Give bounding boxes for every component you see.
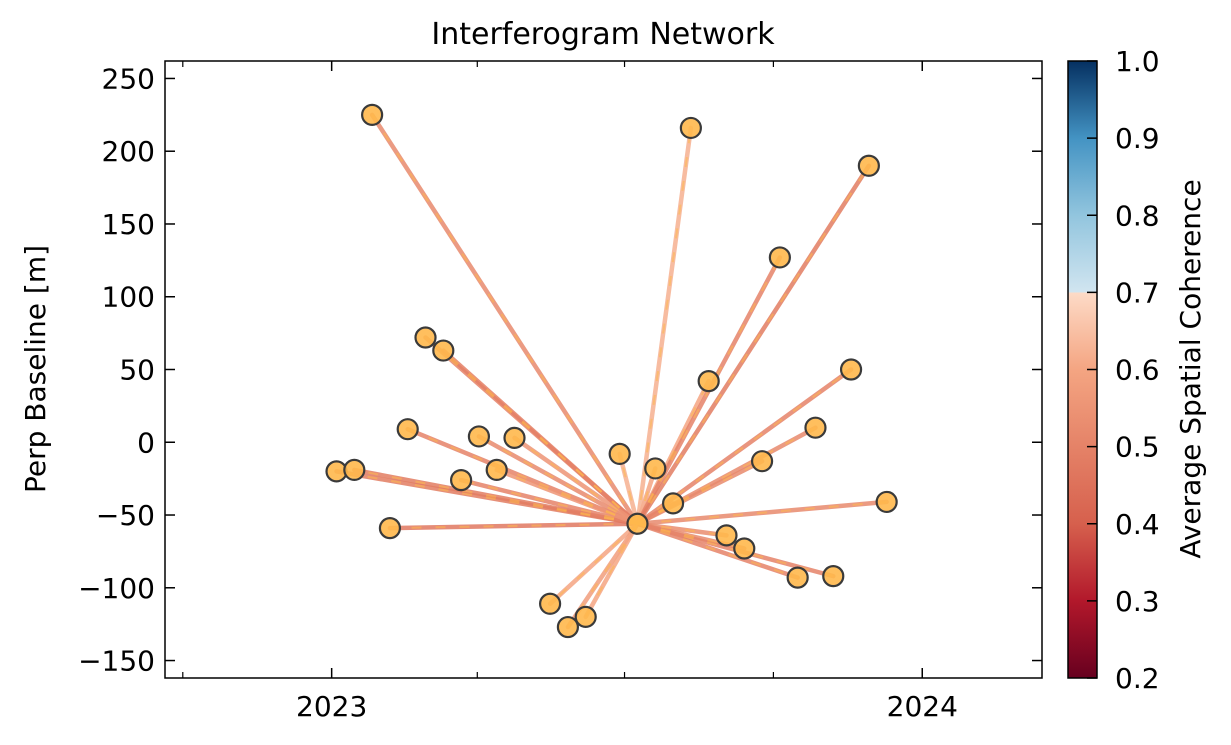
interferogram-edge-dash bbox=[442, 349, 639, 525]
x-axis-ticks: 2023 2024 bbox=[182, 61, 958, 723]
colorbar-tick-label: 0.2 bbox=[1115, 662, 1160, 695]
acquisition-points bbox=[325, 103, 898, 639]
x-tick-label: 2023 bbox=[296, 690, 367, 723]
y-tick-label: 200 bbox=[102, 135, 155, 168]
interferogram-edge-dash bbox=[389, 522, 638, 530]
acquisition-point bbox=[768, 246, 791, 269]
colorbar-tick-label: 0.6 bbox=[1115, 354, 1160, 387]
colorbar-label: Average Spatial Coherence bbox=[1174, 179, 1207, 558]
colorbar-ticks: 0.2 0.3 0.4 0.5 0.6 0.7 0.8 0.9 1.0 bbox=[1087, 45, 1160, 695]
acquisition-point bbox=[679, 116, 702, 140]
acquisition-point bbox=[574, 605, 597, 628]
acquisition-point bbox=[343, 458, 366, 482]
interferogram-edge-dash bbox=[407, 428, 638, 525]
interferogram-edges bbox=[334, 112, 889, 630]
acquisition-point bbox=[414, 326, 437, 349]
acquisition-point bbox=[733, 537, 756, 560]
interferogram-edge-dash bbox=[584, 523, 639, 618]
colorbar-tick-label: 0.8 bbox=[1115, 199, 1160, 232]
acquisition-point bbox=[503, 426, 526, 449]
y-tick-label: 100 bbox=[102, 281, 155, 314]
y-tick-label: 0 bbox=[137, 426, 155, 459]
interferogram-edge-dash bbox=[513, 437, 639, 525]
acquisition-point bbox=[661, 492, 685, 515]
interferogram-edge bbox=[617, 451, 640, 526]
acquisition-point bbox=[608, 442, 631, 466]
acquisition-point bbox=[626, 512, 649, 535]
acquisition-point bbox=[875, 490, 898, 514]
acquisition-point bbox=[467, 425, 491, 448]
acquisition-point bbox=[450, 468, 473, 492]
interferogram-edge-dash bbox=[636, 368, 852, 525]
acquisition-point bbox=[822, 565, 845, 588]
acquisition-point bbox=[556, 615, 580, 639]
x-tick-label: 2024 bbox=[887, 690, 958, 723]
acquisition-point bbox=[839, 358, 863, 381]
y-axis-label: Perp Baseline [m] bbox=[19, 245, 52, 493]
y-tick-label: −150 bbox=[78, 645, 155, 678]
colorbar-tick-label: 0.7 bbox=[1115, 276, 1160, 309]
acquisition-point bbox=[804, 416, 827, 439]
interferogram-edge-dash bbox=[496, 468, 638, 525]
colorbar-tick-label: 0.3 bbox=[1115, 585, 1160, 618]
acquisition-point bbox=[378, 517, 402, 540]
acquisition-point bbox=[539, 592, 562, 615]
y-tick-label: 150 bbox=[102, 208, 155, 241]
interferogram-edge bbox=[635, 163, 872, 526]
colorbar-tick-label: 0.5 bbox=[1115, 431, 1160, 464]
plot-area bbox=[325, 103, 898, 639]
interferogram-edge-dash bbox=[637, 500, 887, 525]
y-tick-label: 250 bbox=[102, 62, 155, 95]
acquisition-point bbox=[857, 154, 880, 177]
y-tick-label: −100 bbox=[78, 572, 155, 605]
acquisition-point bbox=[750, 450, 774, 473]
interferogram-edge-dash bbox=[637, 522, 727, 537]
colorbar: 0.2 0.3 0.4 0.5 0.6 0.7 0.8 0.9 1.0 Average Spat… bbox=[1067, 45, 1207, 695]
acquisition-point bbox=[715, 524, 738, 547]
acquisition-point bbox=[485, 458, 508, 482]
acquisition-point bbox=[396, 418, 419, 441]
interferogram-edge-dash bbox=[478, 435, 638, 525]
interferogram-edge-dash bbox=[354, 468, 638, 525]
interferogram-edge-dash bbox=[637, 522, 745, 550]
acquisition-point bbox=[432, 339, 455, 362]
chart-title: Interferogram Network bbox=[431, 17, 775, 52]
y-tick-label: 50 bbox=[119, 354, 155, 387]
y-tick-label: −50 bbox=[96, 499, 155, 532]
acquisition-point bbox=[786, 566, 809, 589]
colorbar-tick-label: 0.4 bbox=[1115, 508, 1160, 541]
acquisition-point bbox=[644, 457, 667, 480]
colorbar-tick-label: 1.0 bbox=[1115, 45, 1160, 78]
interferogram-edge-dash bbox=[460, 479, 638, 525]
interferogram-edge-dash bbox=[637, 522, 798, 579]
interferogram-edge-dash bbox=[636, 127, 692, 524]
colorbar-tick-label: 0.9 bbox=[1115, 122, 1160, 155]
interferogram-edge-dash bbox=[371, 114, 639, 525]
acquisition-point bbox=[697, 370, 720, 393]
acquisition-point bbox=[361, 103, 384, 126]
interferogram-edge-dash bbox=[549, 523, 639, 605]
y-axis-ticks: −150 −100 −50 0 50 100 150 200 250 bbox=[78, 62, 1042, 678]
